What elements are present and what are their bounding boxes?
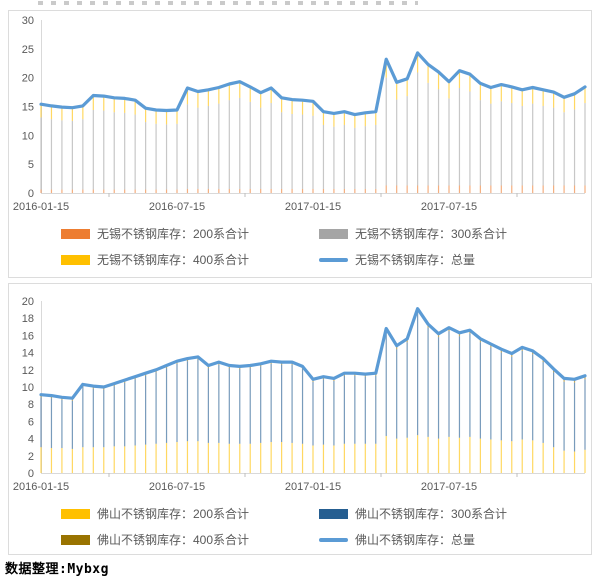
- svg-text:30: 30: [22, 15, 34, 27]
- svg-text:2016-01-15: 2016-01-15: [13, 481, 69, 493]
- foshan-inventory-chart: 20 18 16 14 12 10 8 6 4 2 0 2016-01-15 2016-07-15 201…: [8, 283, 592, 555]
- svg-text:20: 20: [22, 296, 34, 308]
- legend-swatch-darkblue: [319, 508, 348, 519]
- total-line: [39, 307, 587, 400]
- svg-text:16: 16: [22, 330, 34, 342]
- svg-text:2017-07-15: 2017-07-15: [421, 201, 477, 213]
- svg-text:2016-07-15: 2016-07-15: [149, 481, 205, 493]
- wuxi-inventory-chart: 30 25 20 15 10 5 0 2016-01-15 2016-07-15 2017-01-…: [8, 10, 592, 278]
- svg-text:0: 0: [28, 188, 34, 200]
- svg-text:2017-07-15: 2017-07-15: [421, 481, 477, 493]
- legend-swatch-orange: [61, 228, 90, 239]
- clipped-header-text: [38, 1, 418, 5]
- svg-text:18: 18: [22, 313, 34, 325]
- legend-item-wuxi-200: 无锡不锈钢库存：200系合计: [61, 225, 319, 242]
- foshan-legend: 佛山不锈钢库存：200系合计 佛山不锈钢库存：300系合计 佛山不锈钢库存：40…: [9, 505, 591, 548]
- svg-text:2: 2: [28, 451, 34, 463]
- source-note: 数据整理:Mybxg: [5, 562, 109, 577]
- svg-text:14: 14: [22, 348, 34, 360]
- wuxi-legend: 无锡不锈钢库存：200系合计 无锡不锈钢库存：300系合计 无锡不锈钢库存：40…: [9, 225, 591, 268]
- legend-item-foshan-400: 佛山不锈钢库存：400系合计: [61, 531, 319, 548]
- legend-item-foshan-total: 佛山不锈钢库存：总量: [319, 531, 591, 548]
- svg-text:2016-01-15: 2016-01-15: [13, 201, 69, 213]
- legend-swatch-gray: [319, 228, 348, 239]
- legend-item-wuxi-400: 无锡不锈钢库存：400系合计: [61, 251, 319, 268]
- svg-text:5: 5: [28, 159, 34, 171]
- legend-swatch-olive: [61, 534, 90, 545]
- legend-label-wuxi-200: 无锡不锈钢库存：200系合计: [97, 227, 250, 241]
- legend-label-foshan-200: 佛山不锈钢库存：200系合计: [97, 507, 250, 521]
- svg-text:2017-01-15: 2017-01-15: [285, 481, 341, 493]
- svg-text:2017-01-15: 2017-01-15: [285, 201, 341, 213]
- svg-text:25: 25: [22, 44, 34, 56]
- x-axis-labels: 2016-01-15 2016-07-15 2017-01-15 2017-07-15: [13, 481, 477, 493]
- legend-label-foshan-300: 佛山不锈钢库存：300系合计: [355, 507, 508, 521]
- svg-text:10: 10: [22, 382, 34, 394]
- x-axis-labels: 2016-01-15 2016-07-15 2017-01-15 2017-07-15: [13, 201, 477, 213]
- legend-swatch-yellow: [61, 508, 90, 519]
- svg-text:10: 10: [22, 130, 34, 142]
- svg-text:8: 8: [28, 399, 34, 411]
- legend-swatch-blue-line: [319, 257, 348, 262]
- stacked-bars: [40, 308, 586, 473]
- stacked-bars: [40, 52, 586, 193]
- svg-text:0: 0: [28, 468, 34, 480]
- svg-text:20: 20: [22, 73, 34, 85]
- legend-label-wuxi-total: 无锡不锈钢库存：总量: [355, 253, 476, 267]
- svg-text:4: 4: [28, 434, 34, 446]
- legend-item-wuxi-total: 无锡不锈钢库存：总量: [319, 251, 591, 268]
- legend-swatch-yellow: [61, 254, 90, 265]
- legend-item-wuxi-300: 无锡不锈钢库存：300系合计: [319, 225, 591, 242]
- svg-text:6: 6: [28, 416, 34, 428]
- legend-label-foshan-400: 佛山不锈钢库存：400系合计: [97, 533, 250, 547]
- y-axis-labels: 30 25 20 15 10 5 0: [22, 15, 34, 200]
- legend-label-wuxi-400: 无锡不锈钢库存：400系合计: [97, 253, 250, 267]
- legend-swatch-blue-line: [319, 537, 348, 542]
- legend-label-wuxi-300: 无锡不锈钢库存：300系合计: [355, 227, 508, 241]
- total-line: [39, 51, 587, 117]
- svg-text:15: 15: [22, 102, 34, 114]
- svg-text:12: 12: [22, 365, 34, 377]
- legend-label-foshan-total: 佛山不锈钢库存：总量: [355, 533, 476, 547]
- svg-text:2016-07-15: 2016-07-15: [149, 201, 205, 213]
- legend-item-foshan-300: 佛山不锈钢库存：300系合计: [319, 505, 591, 522]
- legend-item-foshan-200: 佛山不锈钢库存：200系合计: [61, 505, 319, 522]
